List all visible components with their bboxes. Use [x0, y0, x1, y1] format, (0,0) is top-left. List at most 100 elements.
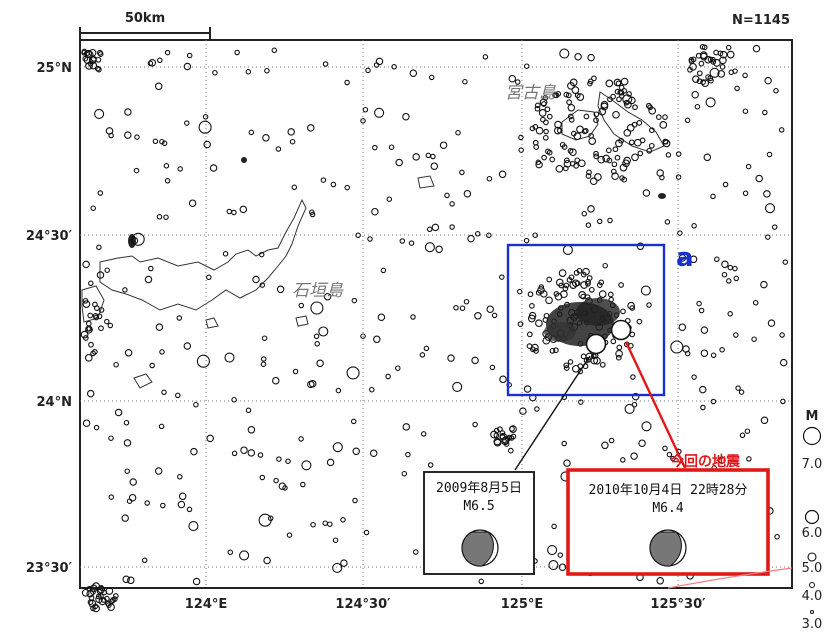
- epicenter-marker: [184, 120, 190, 126]
- epicenter-marker: [369, 449, 378, 457]
- epicenter-marker: [121, 514, 129, 522]
- epicenter-marker: [562, 285, 569, 292]
- epicenter-marker: [696, 78, 703, 85]
- epicenter-marker: [637, 150, 644, 157]
- epicenter-marker: [780, 398, 786, 405]
- epicenter-marker: [375, 57, 384, 66]
- epicenter-marker: [410, 314, 416, 320]
- miyako-coast: [561, 109, 599, 141]
- event-2010-date: 2010年10月4日 22時28分: [589, 483, 748, 498]
- epicenter-marker: [92, 301, 98, 308]
- epicenter-marker: [107, 322, 114, 329]
- epicenter-marker: [247, 449, 256, 457]
- epicenter-marker: [323, 292, 332, 301]
- epicenter-marker: [646, 302, 652, 308]
- epicenter-marker: [81, 588, 90, 597]
- epicenter-marker: [570, 130, 577, 137]
- epicenter-marker: [395, 158, 403, 167]
- epicenter-marker: [632, 104, 638, 111]
- epicenter-marker: [563, 362, 570, 369]
- epicenter-marker: [360, 118, 366, 124]
- epicenter-marker: [559, 48, 570, 59]
- epicenter-marker: [523, 63, 530, 69]
- epicenter-marker: [535, 159, 542, 166]
- epicenter-marker: [577, 159, 586, 168]
- epicenter-marker: [556, 127, 563, 134]
- epicenter-marker: [271, 47, 278, 54]
- epicenter-marker: [567, 113, 574, 120]
- epicenter-marker: [607, 291, 614, 298]
- epicenter-marker: [696, 300, 702, 307]
- epicenter-marker: [335, 387, 342, 394]
- epicenter-marker: [675, 174, 682, 180]
- epicenter-marker: [301, 460, 312, 471]
- epicenter-marker: [388, 144, 395, 150]
- epicenter-marker: [719, 50, 728, 59]
- epicenter-marker: [259, 282, 266, 288]
- epicenter-marker: [148, 59, 157, 67]
- epicenter-marker: [611, 172, 619, 181]
- epicenter-marker: [779, 358, 788, 367]
- epicenter-marker: [183, 342, 192, 350]
- epicenter-marker: [498, 170, 507, 179]
- epicenter-marker: [482, 54, 489, 60]
- epicenter-marker: [626, 124, 635, 132]
- epicenter-marker: [569, 281, 578, 289]
- epicenter-marker: [82, 55, 89, 62]
- epicenter-marker: [766, 151, 773, 158]
- epicenter-marker: [154, 82, 163, 91]
- epicenter-marker: [298, 302, 305, 309]
- epicenter-marker: [764, 203, 776, 214]
- epicenter-marker: [627, 301, 635, 310]
- epicenter-marker: [542, 95, 549, 101]
- epicenter-marker: [386, 196, 393, 202]
- epicenter-marker: [588, 137, 597, 145]
- epicenter-marker: [82, 300, 91, 308]
- epicenter-marker: [90, 605, 96, 612]
- epicenter-marker: [593, 153, 600, 160]
- epicenter-marker: [530, 346, 536, 353]
- epicenter-marker: [532, 232, 538, 238]
- legend-title: M: [806, 409, 819, 424]
- epicenter-marker: [122, 287, 128, 293]
- epicenter-marker: [85, 325, 91, 332]
- epicenter-marker: [726, 278, 732, 284]
- epicenter-marker: [188, 199, 197, 207]
- epicenter-marker: [486, 305, 494, 313]
- epicenter-marker: [402, 112, 410, 121]
- epicenter-marker: [547, 545, 558, 556]
- epicenter-marker: [231, 396, 237, 403]
- epicenter-marker: [332, 562, 343, 573]
- epicenter-marker: [188, 521, 199, 532]
- epicenter-marker: [363, 529, 370, 536]
- islet-2: [205, 317, 219, 329]
- epicenter-marker: [735, 385, 741, 391]
- epicenter-marker: [114, 408, 123, 417]
- epicenter-marker: [447, 354, 455, 362]
- epicenter-marker: [593, 111, 600, 118]
- epicenter-marker: [156, 214, 163, 220]
- epicenter-marker: [474, 231, 481, 237]
- epicenter-marker: [614, 154, 621, 161]
- epicenter-marker: [177, 500, 186, 509]
- epicenter-marker: [108, 435, 114, 441]
- scale-label: 50km: [125, 11, 165, 26]
- epicenter-marker: [507, 447, 514, 454]
- mechanism-box-2010: 2010年10月4日 22時28分 M6.4: [566, 468, 770, 576]
- epicenter-marker: [431, 223, 440, 232]
- epicenter-marker: [580, 281, 588, 289]
- epicenter-marker: [491, 312, 498, 319]
- epicenter-marker: [105, 602, 112, 608]
- epicenter-marker: [424, 242, 435, 253]
- epicenter-marker: [374, 107, 385, 118]
- lat-tick-labels: 25°N 24°30′ 24°N 23°30′: [26, 61, 73, 576]
- epicenter-marker: [159, 349, 165, 355]
- epicenter-marker: [695, 52, 702, 59]
- epicenter-marker: [499, 433, 506, 440]
- epicenter-marker: [527, 314, 536, 323]
- epicenter-marker: [401, 470, 408, 477]
- epicenter-marker: [707, 75, 714, 82]
- epicenter-marker: [164, 178, 171, 184]
- epicenter-marker: [245, 69, 252, 75]
- epicenter-marker: [516, 288, 523, 295]
